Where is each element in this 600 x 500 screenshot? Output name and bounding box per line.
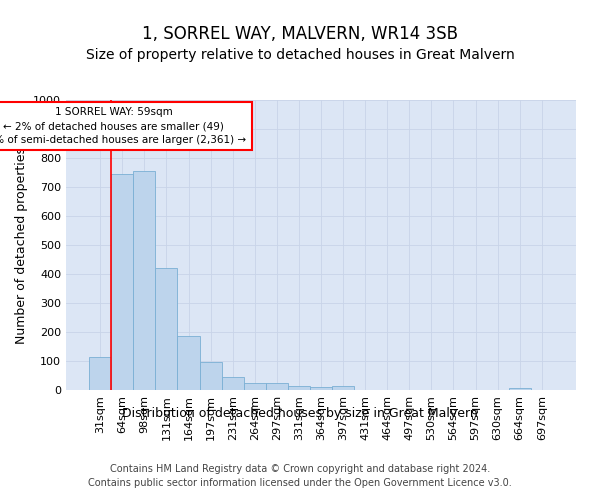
Bar [221, 377, 244, 390]
Y-axis label: Number of detached properties: Number of detached properties [14, 146, 28, 344]
Bar [200, 362, 221, 390]
Text: Contains HM Land Registry data © Crown copyright and database right 2024.
Contai: Contains HM Land Registry data © Crown c… [88, 464, 512, 487]
Bar [310, 386, 332, 390]
Bar [155, 268, 178, 390]
Bar [332, 386, 354, 390]
Bar [89, 356, 111, 390]
Bar [509, 388, 531, 390]
Bar [133, 171, 155, 390]
Bar [244, 383, 266, 390]
Bar [111, 174, 133, 390]
Bar [266, 383, 288, 390]
Text: Size of property relative to detached houses in Great Malvern: Size of property relative to detached ho… [86, 48, 514, 62]
Text: 1, SORREL WAY, MALVERN, WR14 3SB: 1, SORREL WAY, MALVERN, WR14 3SB [142, 25, 458, 43]
Bar [178, 336, 200, 390]
Text: Distribution of detached houses by size in Great Malvern: Distribution of detached houses by size … [122, 408, 478, 420]
Bar [288, 386, 310, 390]
Text: 1 SORREL WAY: 59sqm
← 2% of detached houses are smaller (49)
98% of semi-detache: 1 SORREL WAY: 59sqm ← 2% of detached hou… [0, 108, 247, 146]
